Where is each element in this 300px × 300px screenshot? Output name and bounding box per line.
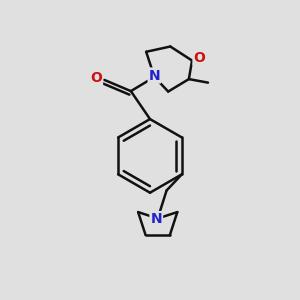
- Text: O: O: [90, 70, 102, 85]
- Text: N: N: [150, 212, 162, 226]
- Text: O: O: [194, 51, 205, 64]
- Text: N: N: [148, 68, 160, 83]
